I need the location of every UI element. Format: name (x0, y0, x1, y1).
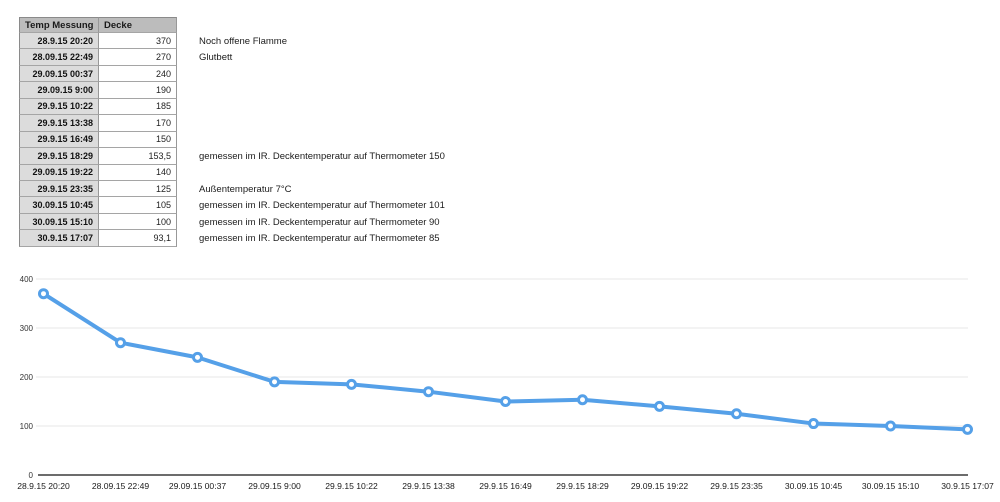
table-cell-value[interactable]: 185 (99, 98, 177, 116)
table-cell-note[interactable]: gemessen im IR. Deckentemperatur auf The… (199, 150, 445, 162)
x-tick-label: 30.9.15 17:07 (941, 481, 994, 491)
x-tick-label: 30.09.15 15:10 (862, 481, 920, 491)
table-cell-value[interactable]: 370 (99, 33, 177, 50)
table-cell-note-empty (177, 99, 445, 115)
table-cell-date[interactable]: 29.9.15 13:38 (19, 115, 99, 132)
y-tick-label: 200 (20, 373, 34, 382)
data-point-marker (269, 376, 280, 388)
x-tick-label: 29.09.15 19:22 (631, 481, 689, 491)
data-point-marker (192, 351, 203, 363)
table-header-decke[interactable]: Decke (99, 17, 177, 33)
data-point-marker (423, 386, 434, 398)
data-point-marker (577, 394, 588, 406)
data-point-marker (885, 420, 896, 432)
y-tick-label: 0 (29, 471, 34, 480)
table-header-temp-messung[interactable]: Temp Messung (19, 17, 99, 33)
table-cell-value[interactable]: 170 (99, 115, 177, 132)
x-tick-label: 29.9.15 23:35 (710, 481, 763, 491)
x-tick-label: 29.9.15 18:29 (556, 481, 609, 491)
data-point-marker (808, 418, 819, 430)
chart-svg: 0 100 200 300 400 28.9.15 20:20 28.09.15 22:49… (17, 275, 994, 491)
table-cell-date[interactable]: 29.9.15 10:22 (19, 98, 99, 116)
table-cell-value[interactable]: 140 (99, 164, 177, 181)
table-cell-date[interactable]: 30.09.15 15:10 (19, 213, 99, 231)
table-cell-value[interactable]: 125 (99, 180, 177, 198)
table-cell-value[interactable]: 93,1 (99, 230, 177, 247)
y-tick-label: 100 (20, 422, 34, 431)
x-tick-label: 28.09.15 22:49 (92, 481, 150, 491)
x-tick-label: 28.9.15 20:20 (17, 481, 70, 491)
x-tick-label: 29.09.15 00:37 (169, 481, 227, 491)
table-cell-note[interactable]: gemessen im IR. Deckentemperatur auf The… (199, 232, 440, 244)
data-point-marker (346, 378, 357, 390)
table-cell-date[interactable]: 29.9.15 16:49 (19, 131, 99, 149)
temperature-line-chart[interactable]: 0 100 200 300 400 28.9.15 20:20 28.09.15 22:49… (0, 270, 1000, 497)
table-cell-date[interactable]: 30.09.15 10:45 (19, 197, 99, 214)
table-cell-date[interactable]: 29.09.15 19:22 (19, 164, 99, 181)
table-cell-date[interactable]: 28.9.15 20:20 (19, 33, 99, 50)
table-cell-value[interactable]: 105 (99, 197, 177, 214)
x-tick-label: 29.9.15 16:49 (479, 481, 532, 491)
table-cell-note[interactable]: Noch offene Flamme (199, 35, 288, 47)
table-header-spacer (177, 17, 445, 33)
table-cell-note-empty (177, 66, 445, 82)
data-point-marker (962, 423, 973, 435)
data-point-marker (38, 288, 49, 300)
y-tick-label: 400 (20, 275, 34, 284)
table-cell-date[interactable]: 29.09.15 00:37 (19, 65, 99, 83)
table-cell-date[interactable]: 28.09.15 22:49 (19, 49, 99, 66)
data-point-marker (654, 400, 665, 412)
data-point-marker (500, 396, 511, 407)
table-cell-note[interactable]: gemessen im IR. Deckentemperatur auf The… (199, 200, 445, 212)
table-cell-date[interactable]: 29.09.15 9:00 (19, 82, 99, 99)
table-cell-value[interactable]: 100 (99, 213, 177, 231)
table-cell-note-empty (177, 82, 445, 98)
table-cell-note-empty (177, 165, 445, 181)
table-cell-value[interactable]: 240 (99, 65, 177, 83)
x-tick-label: 30.09.15 10:45 (785, 481, 843, 491)
x-tick-label: 29.9.15 13:38 (402, 481, 455, 491)
table-cell-date[interactable]: 30.9.15 17:07 (19, 230, 99, 247)
table-cell-note[interactable]: Glutbett (199, 52, 233, 64)
y-tick-label: 300 (20, 324, 34, 333)
table-cell-date[interactable]: 29.9.15 18:29 (19, 148, 99, 165)
data-point-marker (115, 337, 126, 349)
table-cell-note[interactable]: gemessen im IR. Deckentemperatur auf The… (199, 216, 440, 228)
data-point-marker (731, 408, 742, 420)
decke-series-line (41, 291, 970, 432)
table-cell-value[interactable]: 190 (99, 82, 177, 99)
table-cell-value[interactable]: 150 (99, 131, 177, 149)
table-cell-note[interactable]: Außentemperatur 7°C (199, 183, 292, 195)
table-cell-value[interactable]: 270 (99, 49, 177, 66)
x-tick-label: 29.9.15 10:22 (325, 481, 378, 491)
table-cell-note-empty (177, 132, 445, 148)
table-cell-value[interactable]: 153,5 (99, 148, 177, 165)
x-tick-label: 29.09.15 9:00 (248, 481, 301, 491)
table-cell-date[interactable]: 29.9.15 23:35 (19, 180, 99, 198)
table-cell-note-empty (177, 115, 445, 131)
temp-table: Temp Messung Decke 28.9.15 20:20 370 Noch … (19, 17, 445, 247)
